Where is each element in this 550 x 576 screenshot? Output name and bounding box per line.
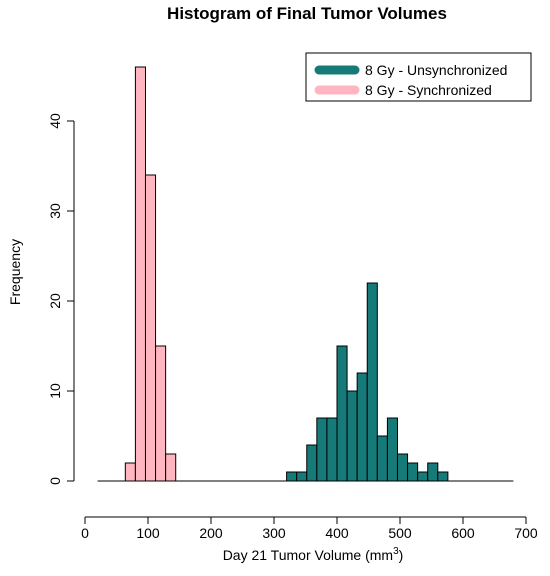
x-axis: 0 100 200 300 400 500 600 700: [81, 516, 538, 541]
x-axis-label-superscript: 3: [393, 546, 399, 557]
x-tick-label: 400: [325, 525, 349, 541]
histogram-bar-unsynchronized: [427, 462, 439, 482]
histogram-bar-unsynchronized: [336, 345, 348, 482]
histogram-bar-unsynchronized: [296, 471, 308, 482]
y-tick-label: 0: [47, 477, 63, 485]
legend-label-synchronized: 8 Gy - Synchronized: [365, 82, 492, 98]
x-axis-label-main: Day 21 Tumor Volume (mm: [223, 547, 393, 563]
histogram-bar-unsynchronized: [306, 444, 318, 482]
legend-label-unsynchronized: 8 Gy - Unsynchronized: [365, 62, 507, 78]
y-axis-label: Frequency: [7, 239, 23, 305]
legend: 8 Gy - Unsynchronized 8 Gy - Synchronize…: [305, 52, 532, 102]
histogram-bar-unsynchronized: [356, 372, 368, 482]
bars-layer: [124, 66, 449, 482]
x-tick-label: 300: [262, 525, 286, 541]
x-tick-label: 100: [136, 525, 160, 541]
histogram-bar-synchronized: [144, 174, 157, 482]
histogram-bar-synchronized: [124, 462, 136, 482]
y-axis: 0 10 20 30 40: [47, 113, 75, 485]
histogram-bar-unsynchronized: [407, 462, 419, 482]
x-tick-label: 0: [81, 525, 89, 541]
x-axis-label: Day 21 Tumor Volume (mm3): [223, 546, 404, 563]
histogram-bar-unsynchronized: [286, 471, 298, 482]
histogram-bar-unsynchronized: [376, 435, 388, 482]
histogram-bar-unsynchronized: [437, 471, 449, 482]
x-tick-label: 600: [451, 525, 475, 541]
histogram-bar-unsynchronized: [366, 282, 378, 482]
y-tick-label: 40: [47, 113, 63, 129]
x-axis-label-end: ): [399, 547, 404, 563]
x-tick-label: 700: [514, 525, 538, 541]
histogram-bar-unsynchronized: [396, 453, 409, 482]
y-tick-label: 10: [47, 383, 63, 399]
y-tick-label: 30: [47, 203, 63, 219]
histogram-bar-synchronized: [134, 66, 146, 482]
histogram-bar-synchronized: [165, 453, 177, 482]
legend-box: [305, 52, 532, 102]
histogram-bar-unsynchronized: [346, 390, 358, 482]
histogram-bar-unsynchronized: [316, 417, 328, 482]
histogram-bar-synchronized: [155, 345, 167, 482]
chart-title: Histogram of Final Tumor Volumes: [167, 4, 447, 23]
y-tick-label: 20: [47, 293, 63, 309]
x-tick-label: 500: [388, 525, 412, 541]
x-tick-label: 200: [199, 525, 223, 541]
histogram-bar-unsynchronized: [417, 471, 429, 482]
histogram-bar-unsynchronized: [386, 417, 398, 482]
histogram-bar-unsynchronized: [326, 417, 338, 482]
